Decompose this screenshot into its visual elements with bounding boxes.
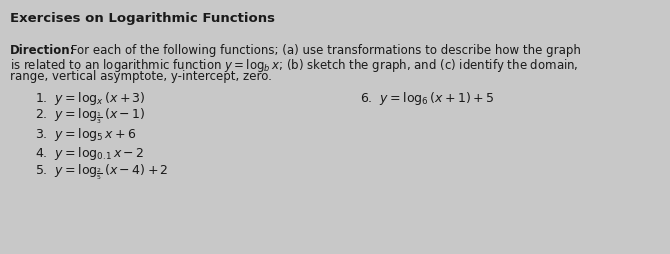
Text: 3.  $y = \log_{5} x + 6$: 3. $y = \log_{5} x + 6$ [35, 125, 137, 142]
Text: Direction:: Direction: [10, 44, 76, 57]
Text: Exercises on Logarithmic Functions: Exercises on Logarithmic Functions [10, 12, 275, 25]
Text: For each of the following functions; (a) use transformations to describe how the: For each of the following functions; (a)… [67, 44, 581, 57]
Text: 2.  $y = \log_{\frac{1}{3}}(x - 1)$: 2. $y = \log_{\frac{1}{3}}(x - 1)$ [35, 107, 145, 126]
Text: is related to an logarithmic function $y = \log_b x$; (b) sketch the graph, and : is related to an logarithmic function $y… [10, 57, 579, 74]
Text: 1.  $y = \log_{x}(x + 3)$: 1. $y = \log_{x}(x + 3)$ [35, 90, 146, 107]
Text: range, vertical asymptote, y-intercept, zero.: range, vertical asymptote, y-intercept, … [10, 70, 272, 83]
Text: 5.  $y = \log_{\frac{2}{5}}(x - 4) + 2$: 5. $y = \log_{\frac{2}{5}}(x - 4) + 2$ [35, 162, 169, 182]
Text: 6.  $y = \log_{6}(x + 1) + 5$: 6. $y = \log_{6}(x + 1) + 5$ [360, 90, 494, 107]
Text: 4.  $y = \log_{0.1} x - 2$: 4. $y = \log_{0.1} x - 2$ [35, 145, 145, 161]
